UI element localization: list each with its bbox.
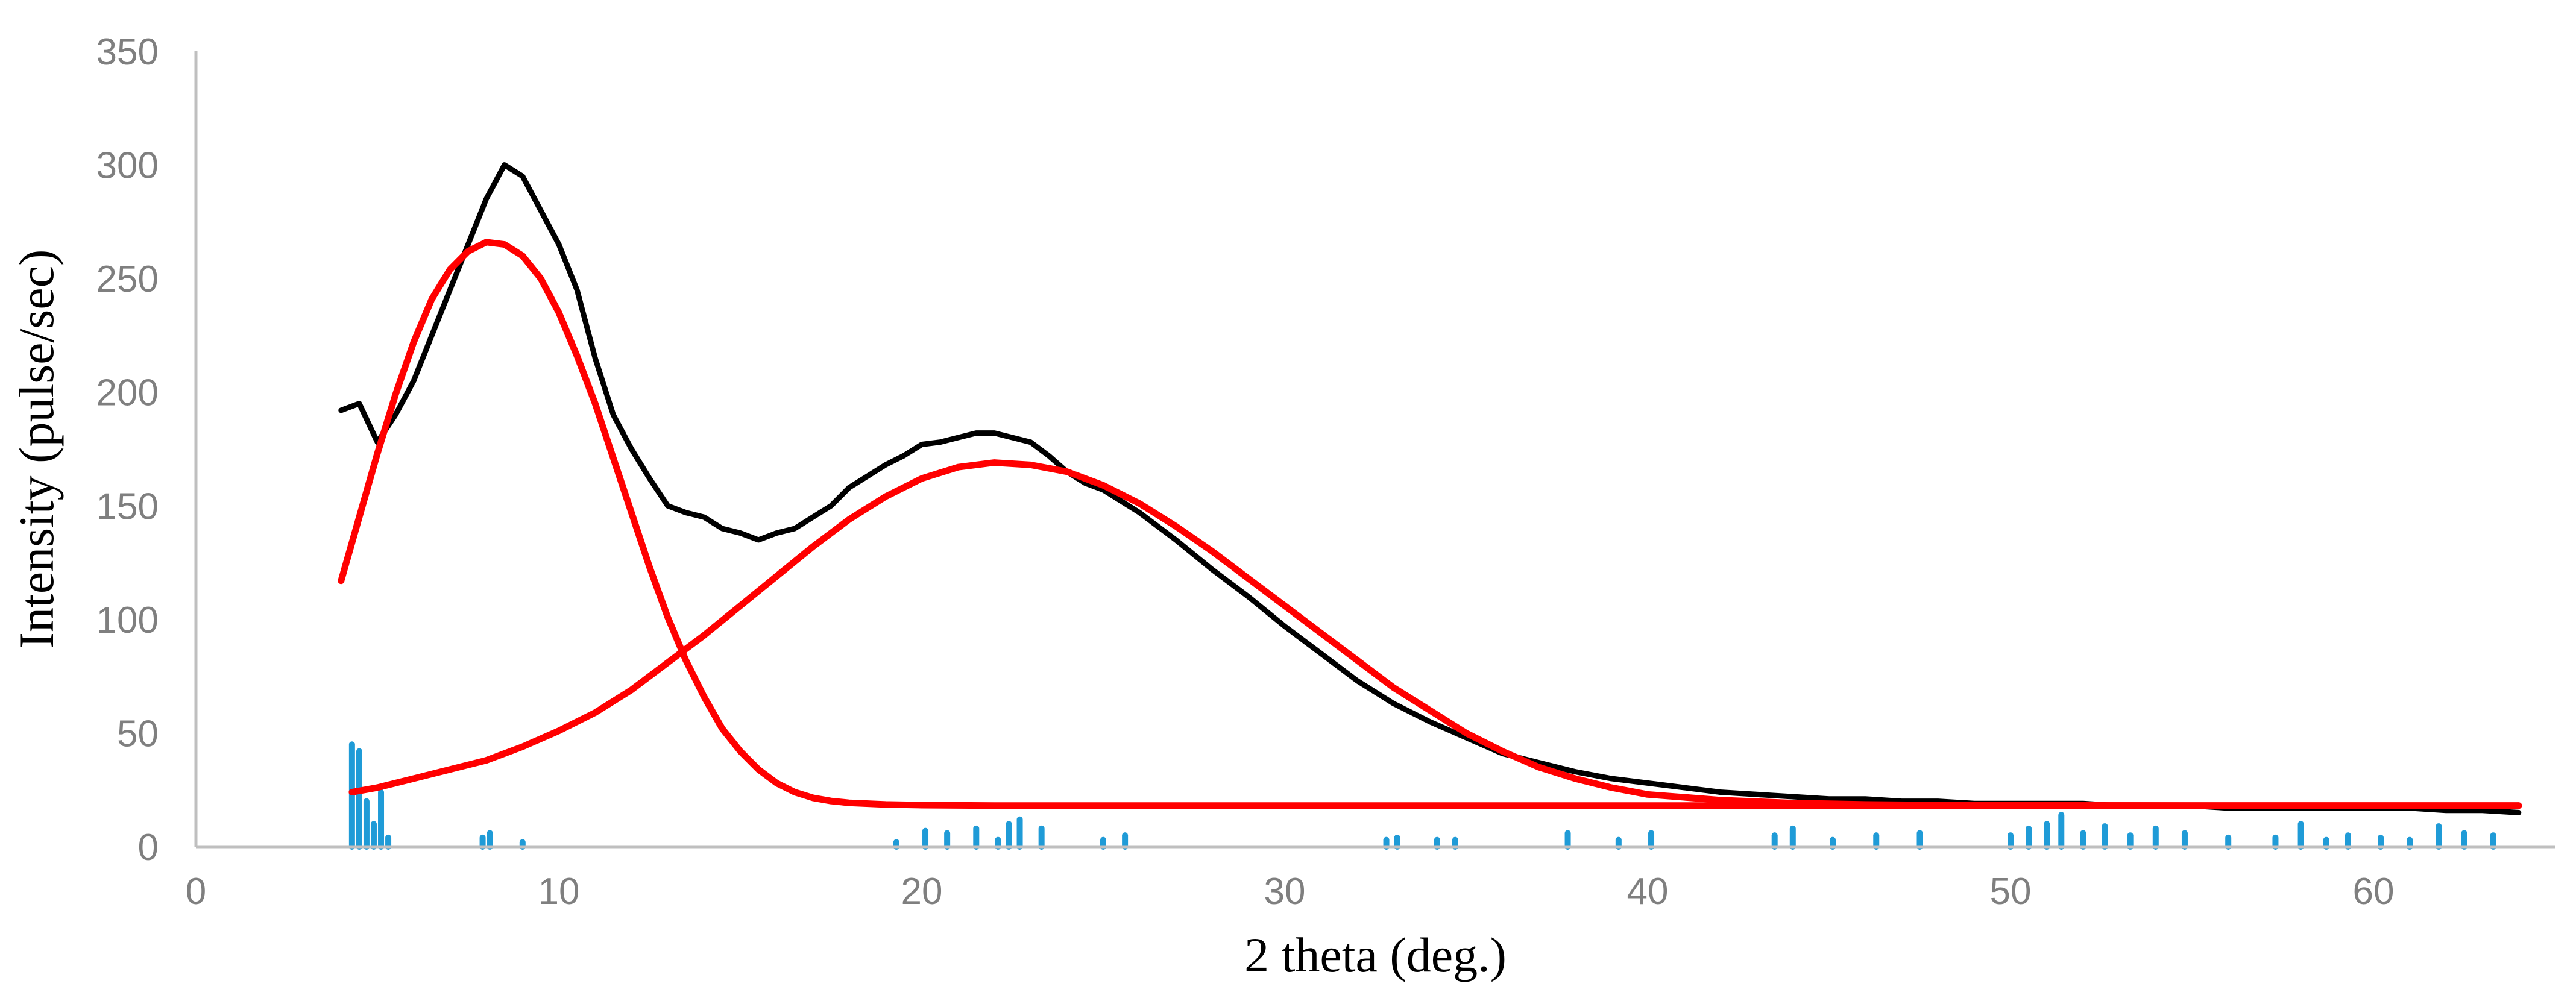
x-tick-label: 60: [2353, 871, 2395, 912]
y-axis-title: Intensity (pulse/sec): [9, 249, 64, 649]
series-layer: [338, 162, 2522, 850]
x-tick-label: 30: [1264, 871, 1306, 912]
x-tick-labels: 0 10 20 30 40 50 60: [186, 871, 2395, 912]
y-tick-label: 50: [117, 713, 159, 755]
x-tick-label: 20: [901, 871, 943, 912]
x-tick-label: 10: [538, 871, 580, 912]
y-tick-label: 300: [96, 145, 159, 187]
series-line-measured: [338, 162, 2522, 815]
series-residual: [348, 741, 2496, 850]
y-tick-label: 350: [96, 31, 159, 73]
y-tick-label: 150: [96, 486, 159, 527]
y-tick-label: 0: [138, 827, 159, 868]
x-axis-title: 2 theta (deg.): [1244, 927, 1507, 982]
series-line-fit-peak-1: [338, 239, 2522, 809]
series-line-fit-peak-2: [348, 459, 2522, 809]
y-tick-label: 100: [96, 600, 159, 641]
y-tick-label: 200: [96, 372, 159, 414]
y-tick-labels: 0 50 100 150 200 250 300 350: [96, 31, 159, 868]
x-tick-label: 40: [1627, 871, 1669, 912]
x-tick-label: 50: [1990, 871, 2032, 912]
x-tick-label: 0: [186, 871, 206, 912]
y-tick-label: 250: [96, 259, 159, 300]
